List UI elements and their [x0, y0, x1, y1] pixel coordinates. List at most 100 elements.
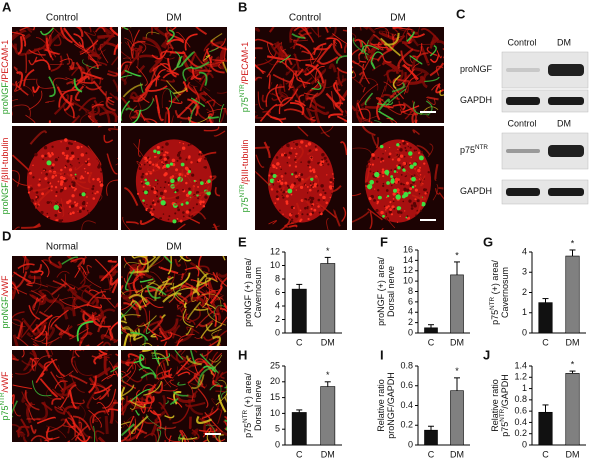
fiber — [32, 85, 40, 93]
fiber — [54, 380, 68, 389]
dot — [205, 196, 208, 198]
dot — [204, 166, 207, 169]
fiber — [139, 297, 155, 306]
dot-green — [411, 185, 415, 189]
fiber — [330, 91, 336, 110]
fiber — [122, 295, 132, 304]
fiber — [332, 39, 343, 58]
fiber — [121, 395, 128, 416]
dot — [294, 147, 296, 150]
fiber — [121, 432, 132, 442]
fiber — [177, 260, 188, 276]
fiber — [139, 278, 154, 283]
fiber — [341, 206, 347, 223]
fiber — [391, 82, 406, 93]
dot — [65, 154, 69, 158]
fiber — [121, 301, 137, 319]
fiber — [188, 384, 194, 402]
fiber — [164, 440, 167, 442]
dot — [189, 143, 192, 146]
dot — [406, 142, 409, 145]
fiber — [70, 356, 79, 374]
fiber — [121, 370, 132, 380]
fiber — [205, 290, 215, 306]
fiber — [43, 294, 60, 313]
fiber — [202, 297, 209, 309]
dot-green — [401, 194, 406, 199]
fiber — [79, 39, 99, 55]
fiber — [201, 350, 213, 357]
fiber — [162, 355, 166, 371]
fiber — [100, 334, 118, 343]
fiber — [89, 413, 95, 433]
fiber — [208, 116, 219, 119]
fiber — [397, 48, 414, 70]
fiber — [150, 333, 157, 338]
fiber — [295, 43, 315, 61]
dot — [163, 189, 167, 193]
fiber — [50, 371, 64, 391]
error-bar — [428, 324, 434, 328]
y-tick-label: 10 — [270, 260, 280, 270]
fiber — [140, 336, 146, 346]
fiber — [177, 371, 191, 377]
bar — [565, 373, 580, 446]
fiber — [56, 270, 70, 278]
dot — [29, 189, 32, 192]
fiber — [420, 106, 439, 116]
fiber — [176, 338, 184, 346]
dot — [418, 192, 421, 195]
fiber — [358, 60, 367, 63]
fiber — [385, 88, 407, 106]
text-part: NTR — [242, 409, 249, 422]
dot — [86, 172, 90, 175]
dot — [326, 174, 328, 176]
fiber — [409, 55, 416, 64]
fiber — [389, 119, 394, 123]
fiber — [189, 350, 196, 364]
dot — [309, 182, 312, 185]
fiber — [92, 410, 105, 424]
bar — [538, 302, 553, 334]
dot-green — [46, 160, 52, 166]
fiber — [218, 434, 224, 442]
fiber — [41, 336, 60, 344]
dot — [58, 219, 62, 223]
dot — [164, 151, 167, 154]
x-tick-label: C — [542, 449, 549, 459]
fiber — [185, 216, 201, 224]
x-tick-label: C — [296, 337, 303, 347]
fiber — [83, 270, 102, 289]
fiber — [142, 319, 162, 334]
text-part: Dorsal nerve — [253, 380, 263, 431]
fiber — [106, 179, 118, 196]
fiber — [28, 56, 38, 66]
dot — [209, 175, 212, 178]
fiber — [273, 173, 281, 184]
text-part: Dorsal nerve — [386, 266, 396, 317]
fiber — [282, 49, 293, 66]
dot — [371, 153, 375, 157]
dot-green — [377, 195, 382, 200]
fiber — [137, 100, 142, 118]
dot — [322, 195, 326, 200]
dot — [151, 201, 155, 205]
fiber — [39, 378, 59, 398]
blot-column: Control — [507, 37, 536, 47]
band — [548, 64, 584, 76]
y-tick-label: 5 — [275, 424, 280, 434]
fiber — [66, 81, 74, 85]
dot-green — [405, 216, 408, 219]
dot — [86, 202, 88, 204]
fiber — [314, 109, 321, 123]
fiber — [105, 356, 110, 361]
fiber — [113, 401, 118, 405]
fiber — [265, 112, 287, 121]
y-tick-label: 0 — [408, 327, 413, 337]
y-tick-label: 16 — [403, 244, 413, 254]
y-tick-label: 2 — [408, 317, 413, 327]
dot — [92, 185, 95, 188]
dot — [74, 187, 77, 191]
fiber — [78, 420, 93, 439]
dot — [332, 173, 334, 175]
